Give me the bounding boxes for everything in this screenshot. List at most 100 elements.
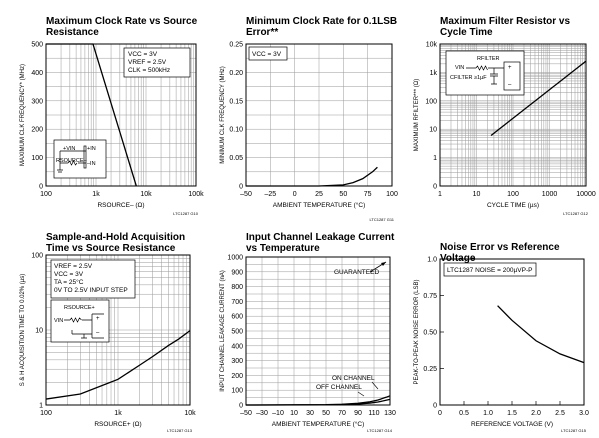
chart-title-line: Maximum Filter Resistor vs	[440, 16, 570, 27]
x-tick-label: 1	[438, 191, 442, 198]
inset-label: RSOURCE+	[64, 305, 95, 311]
y-tick-label: 300	[231, 358, 243, 365]
y-tick-label: 10	[35, 328, 43, 335]
series-label-on-channel: ON CHANNEL	[332, 375, 375, 382]
y-tick-label: 1.0	[427, 257, 437, 264]
annotation: VREF = 2.5V	[54, 263, 93, 270]
x-tick-label: 1k	[92, 191, 100, 198]
chart-panel-6: Noise Error vs Reference Voltage 0 0.5 1.0 1.…	[414, 242, 589, 433]
chart-panel-5: Input Channel Leakage Current vs Temperat…	[220, 232, 396, 433]
chart-title-line: Error**	[246, 27, 278, 38]
chart-title: Maximum Clock Rate vs Source Resistance	[46, 16, 198, 38]
x-tick-label: –25	[264, 191, 276, 198]
x-tick-label: 100	[386, 191, 398, 198]
x-tick-label: 90	[354, 410, 362, 417]
chart-title-line: Minimum Clock Rate for 0.1LSB	[246, 16, 397, 27]
y-tick-label: 200	[231, 373, 243, 380]
y-tick-label: 100	[31, 253, 43, 260]
leader-line	[357, 391, 365, 397]
annotation: VCC = 3V	[128, 51, 158, 58]
y-tick-label: 600	[231, 314, 243, 321]
y-tick-label: 1k	[430, 70, 438, 77]
gridlines	[245, 43, 393, 187]
input-pins	[83, 145, 87, 169]
figure-code: LTC1287 G11	[369, 217, 394, 222]
x-tick-label: 10	[290, 410, 298, 417]
chart-title-line: Input Channel Leakage Current	[246, 232, 395, 243]
y-tick-label: 0	[433, 403, 437, 410]
inset-label: +	[508, 65, 512, 71]
x-tick-label: 10000	[576, 191, 596, 198]
y-tick-label: 0.75	[423, 293, 437, 300]
inset-box	[53, 139, 107, 179]
chart-title: Noise Error vs Reference Voltage	[440, 242, 560, 264]
x-axis-label: RSOURCE– (Ω)	[97, 202, 144, 209]
x-tick-label: 1k	[114, 410, 122, 417]
y-tick-label: 500	[31, 42, 43, 49]
resistor	[475, 65, 488, 71]
chart-title: Minimum Clock Rate for 0.1LSB Error**	[246, 16, 397, 38]
inset-label: +IN	[87, 146, 96, 152]
series-line-1	[490, 60, 587, 137]
x-tick-label: 10	[473, 191, 481, 198]
inset-box	[443, 262, 537, 277]
inset-label: –	[96, 330, 100, 336]
x-tick-label: –50	[240, 410, 252, 417]
chart-panel-4: Sample-and-Hold Acquisition Time vs Sourc…	[20, 232, 196, 433]
inset-schematic	[64, 313, 104, 339]
y-tick-label: 400	[31, 70, 43, 77]
inset-label: RSOURCE–	[56, 158, 88, 164]
y-tick-label: 100	[231, 388, 243, 395]
y-axis-label: PEAK-TO-PEAK NOISE ERROR (LSB)	[414, 280, 420, 385]
tick-marks	[439, 258, 585, 406]
chart-title-line: Maximum Clock Rate vs Source	[46, 16, 198, 27]
inset-label: RFILTER	[477, 56, 500, 62]
annotation: VCC = 3V	[252, 51, 282, 58]
resistor	[67, 160, 78, 166]
wire	[64, 313, 104, 339]
chart-title-line: Cycle Time	[440, 27, 493, 38]
annotation: VCC = 3V	[54, 271, 84, 278]
inset-label: –	[508, 82, 512, 88]
y-tick-label: 800	[231, 284, 243, 291]
y-tick-label: 0	[239, 184, 243, 191]
inset-label: –IN	[87, 161, 96, 167]
y-tick-label: 100	[31, 155, 43, 162]
chart-title: Maximum Filter Resistor vs Cycle Time	[440, 16, 570, 38]
wire	[466, 67, 504, 85]
y-tick-label: 0	[39, 184, 43, 191]
y-tick-label: 300	[31, 98, 43, 105]
x-tick-label: 75	[364, 191, 372, 198]
x-tick-label: 0	[293, 191, 297, 198]
x-tick-label: 50	[339, 191, 347, 198]
figure-code: LTC1287 G10	[173, 211, 199, 216]
x-tick-label: 0	[438, 410, 442, 417]
x-tick-label: –10	[272, 410, 284, 417]
x-axis-label: CYCLE TIME (µs)	[487, 202, 539, 209]
x-tick-label: 100	[40, 191, 52, 198]
inset-box	[445, 50, 525, 96]
y-tick-label: 100	[425, 98, 437, 105]
x-axis-label: AMBIENT TEMPERATURE (°C)	[272, 420, 365, 428]
adc-block	[503, 61, 521, 91]
chart-title-line: Resistance	[46, 27, 99, 38]
x-tick-label: 1000	[542, 191, 558, 198]
y-tick-label: 0.15	[229, 98, 243, 105]
plot-frame	[45, 254, 191, 406]
y-axis-label: MINIMUM CLK FREQUENCY (MHz)	[220, 66, 226, 164]
chart-title-line: vs Temperature	[246, 243, 320, 254]
plot-frame	[439, 258, 585, 406]
inset-box	[50, 259, 136, 299]
inset-label: +VIN	[63, 146, 75, 152]
y-tick-label: 0.10	[229, 127, 243, 134]
inset-box	[50, 299, 110, 343]
annotation: GUARANTEED	[334, 269, 379, 276]
x-tick-label: 10k	[184, 410, 196, 417]
y-tick-label: 400	[231, 343, 243, 350]
chart-title: Sample-and-Hold Acquisition Time vs Sourc…	[46, 232, 185, 254]
y-tick-label: 200	[31, 127, 43, 134]
y-tick-label: 0.20	[229, 70, 243, 77]
series-line-1	[497, 305, 585, 364]
x-axis-label: AMBIENT TEMPERATURE (°C)	[273, 201, 366, 209]
arrow-head	[381, 262, 386, 266]
